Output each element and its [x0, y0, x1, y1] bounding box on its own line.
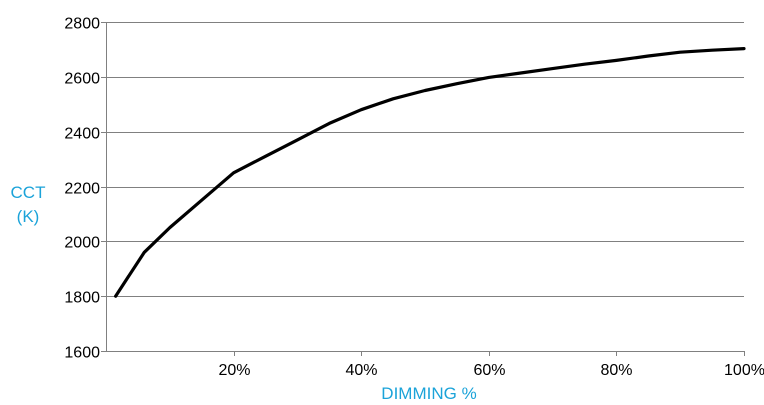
y-axis-label-line-2: (K)	[17, 207, 40, 226]
x-tick-label: 40%	[345, 362, 377, 379]
x-tick-label: 60%	[473, 362, 505, 379]
cct-series-line	[113, 46, 746, 298]
x-tick-label: 100%	[724, 362, 764, 379]
x-tick-labels: 20% 40% 60% 80% 100%	[218, 362, 764, 379]
y-axis-label-line-1: CCT	[11, 183, 46, 202]
y-tick-labels: 1600 1800 2000 2200 2400 2600 2800	[64, 16, 100, 362]
y-tick-label: 2200	[64, 181, 100, 198]
y-tick-label: 2000	[64, 235, 100, 252]
y-tick-label: 2800	[64, 16, 100, 33]
y-tick-label: 2600	[64, 71, 100, 88]
y-tick-label: 1800	[64, 290, 100, 307]
gridlines	[106, 22, 744, 297]
x-tick-label: 20%	[218, 362, 250, 379]
x-axis-label: DIMMING %	[381, 384, 476, 403]
axes	[101, 22, 745, 356]
y-tick-label: 1600	[64, 345, 100, 362]
series	[113, 46, 746, 298]
x-tick-label: 80%	[600, 362, 632, 379]
y-tick-label: 2400	[64, 126, 100, 143]
